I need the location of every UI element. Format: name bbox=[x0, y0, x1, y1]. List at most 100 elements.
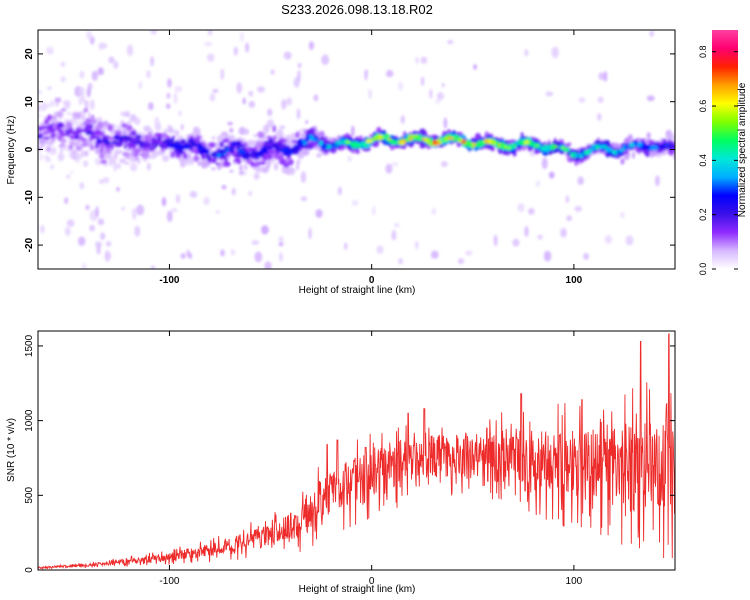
spectrogram-noise bbox=[79, 71, 85, 79]
spectrogram-cell bbox=[305, 120, 309, 124]
spectrogram-cell bbox=[590, 146, 597, 150]
spectrogram-cell bbox=[363, 143, 367, 147]
spectrogram-cell bbox=[254, 161, 259, 168]
spectrogram-cell bbox=[94, 143, 100, 149]
spectrogram-cell bbox=[355, 149, 361, 155]
spectrogram-cell bbox=[230, 144, 235, 150]
spectrogram-cell bbox=[94, 146, 99, 155]
spectrogram-noise bbox=[251, 240, 260, 245]
spectrogram-cell bbox=[253, 172, 260, 180]
spectrogram-noise bbox=[81, 262, 87, 269]
spectrogram-cell bbox=[216, 153, 222, 158]
spectrogram-cell bbox=[620, 158, 625, 165]
spectrogram-noise bbox=[173, 92, 178, 104]
spectrogram-cell bbox=[83, 160, 89, 168]
spectrogram-cell bbox=[355, 143, 361, 149]
spectrogram-noise bbox=[233, 46, 238, 56]
spectrogram-cell bbox=[131, 151, 136, 155]
spectrogram-cell bbox=[84, 118, 93, 124]
spectrogram-cell bbox=[191, 142, 197, 147]
spectrogram-noise bbox=[89, 36, 95, 45]
spectrogram-noise bbox=[87, 82, 93, 90]
spectrogram-cell bbox=[169, 144, 173, 149]
spectrogram-noise bbox=[126, 44, 134, 57]
spectrogram-cell bbox=[263, 124, 270, 133]
spectrogram-cell bbox=[50, 164, 54, 169]
spectrogram-cell bbox=[667, 148, 675, 156]
spectrogram-noise bbox=[220, 249, 225, 257]
spectrogram-noise bbox=[545, 91, 554, 97]
spectrogram-cell bbox=[115, 149, 123, 154]
spectrogram-cell bbox=[234, 157, 242, 164]
colorbar: 0.0 0.2 0.4 0.6 0.8 Normalized spectral ampl… bbox=[698, 30, 748, 275]
spectrogram-cell bbox=[129, 131, 137, 137]
spectrogram-noise bbox=[104, 253, 112, 258]
x-tick-label: 0 bbox=[369, 576, 375, 587]
spectrogram-cell bbox=[219, 141, 225, 148]
spectrogram-cell bbox=[171, 144, 179, 149]
spectrogram-cell bbox=[110, 140, 118, 144]
spectrogram-cell bbox=[216, 135, 224, 142]
spectrogram-noise bbox=[420, 56, 428, 64]
spectrogram-noise bbox=[364, 69, 368, 81]
spectrogram-cell bbox=[371, 136, 379, 141]
spectrogram-cell bbox=[595, 144, 599, 150]
spectrogram-cell bbox=[43, 129, 47, 133]
spectrogram-cell bbox=[309, 127, 316, 134]
spectrogram-cell bbox=[276, 141, 284, 145]
spectrogram-cell bbox=[79, 110, 86, 116]
spectrogram-cell bbox=[243, 128, 250, 135]
spectrogram-noise bbox=[597, 96, 604, 104]
spectrogram-cell bbox=[419, 143, 426, 149]
spectrogram-noise bbox=[220, 68, 225, 80]
spectrogram-cell bbox=[102, 120, 110, 127]
spectrogram-cell bbox=[94, 129, 101, 135]
spectrogram-cell bbox=[337, 140, 343, 145]
spectrogram-cell bbox=[54, 97, 62, 103]
spectrogram-cell bbox=[238, 149, 246, 155]
spectrogram-cell bbox=[72, 117, 80, 122]
spectrogram-cell bbox=[47, 86, 52, 91]
spectrogram-cell bbox=[520, 132, 524, 138]
spectrogram-cell bbox=[157, 135, 162, 142]
spectrogram-noise bbox=[372, 206, 376, 216]
spectrogram-cell bbox=[154, 139, 158, 144]
spectrogram-cell bbox=[628, 142, 635, 148]
spectrogram-noise bbox=[175, 194, 181, 204]
spectrogram-cell bbox=[92, 140, 97, 146]
spectrogram-noise bbox=[543, 250, 552, 262]
spectrogram-cell bbox=[53, 111, 58, 117]
spectrogram-noise bbox=[151, 265, 156, 269]
spectrogram-cell bbox=[479, 141, 485, 144]
spectrogram-cell bbox=[202, 161, 210, 168]
spectrogram-noise bbox=[583, 252, 590, 260]
spectrogram-cell bbox=[61, 108, 67, 112]
spectrogram-cell bbox=[501, 145, 506, 149]
y-tick-label: 20 bbox=[24, 48, 35, 60]
spectrogram-noise bbox=[113, 160, 117, 172]
spectrogram-cell bbox=[135, 134, 142, 140]
spectrogram-cell bbox=[80, 149, 84, 159]
spectrogram-noise bbox=[429, 88, 433, 99]
spectrogram-cell bbox=[135, 140, 143, 145]
spectrogram-cell bbox=[197, 161, 202, 166]
spectrogram-noise bbox=[574, 205, 583, 212]
spectrogram-cell bbox=[256, 152, 259, 157]
spectrogram-noise bbox=[180, 253, 186, 259]
spectrogram-cell bbox=[81, 143, 89, 147]
spectrogram-noise bbox=[435, 99, 441, 105]
spectrogram-cell bbox=[146, 162, 151, 171]
spectrogram-noise bbox=[283, 51, 292, 60]
spectrogram-noise bbox=[116, 187, 120, 192]
spectrogram-noise bbox=[566, 215, 573, 222]
spectrogram-cell bbox=[488, 138, 492, 145]
spectrogram-cell bbox=[647, 139, 654, 144]
spectrogram-cell bbox=[180, 138, 186, 145]
spectrogram-noise bbox=[95, 205, 99, 218]
spectrogram-cell bbox=[663, 144, 669, 148]
spectrogram-cell bbox=[261, 147, 268, 153]
spectrogram-noise bbox=[620, 211, 625, 219]
x-tick-label: 0 bbox=[369, 275, 375, 286]
spectrogram-cell bbox=[280, 148, 284, 153]
